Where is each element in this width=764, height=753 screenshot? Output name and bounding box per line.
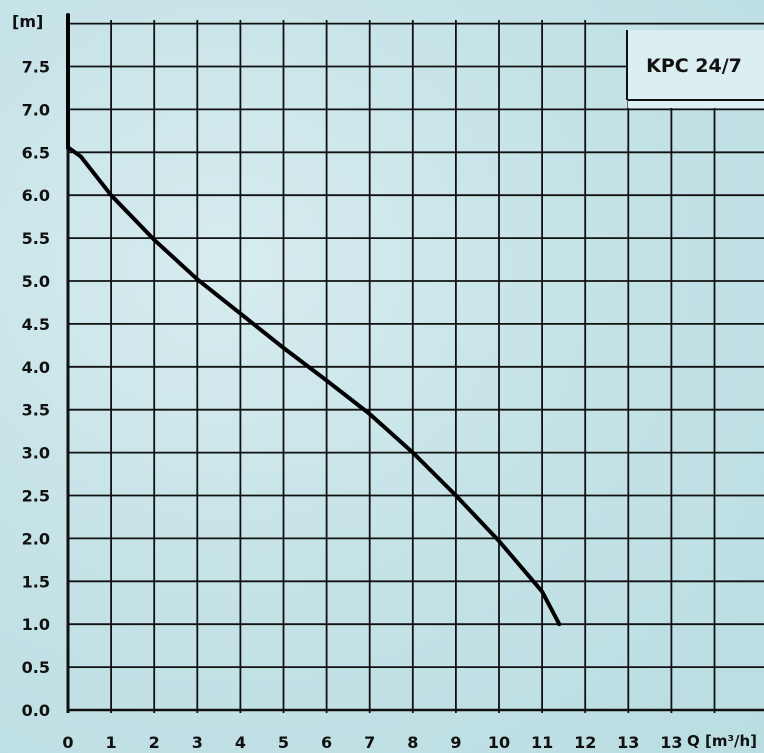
y-tick-label: 3.5: [22, 401, 50, 420]
x-tick-label: 13: [617, 733, 639, 752]
x-tick-label: 7: [364, 733, 375, 752]
x-tick-label: 1: [106, 733, 117, 752]
x-tick-label: 4: [235, 733, 246, 752]
chart-title: KPC 24/7: [646, 55, 742, 77]
x-axis-label: Q [m³/h]: [687, 732, 757, 750]
y-tick-label: 6.0: [22, 186, 50, 205]
y-tick-label: 7.5: [22, 58, 50, 77]
x-tick-label: 12: [574, 733, 596, 752]
y-tick-label: 2.0: [22, 529, 50, 548]
x-tick-label: 10: [488, 733, 510, 752]
x-tick-labels: 0 1 2 3 4 5 6 7 8 9 10 11 12 13 13: [62, 733, 682, 752]
y-tick-label: 4.0: [22, 358, 50, 377]
title-box-bg: [628, 30, 764, 108]
y-tick-label: 0.5: [22, 658, 50, 677]
y-tick-labels: 0.0 0.5 1.0 1.5 2.0 2.5 3.0 3.5 4.0 4.5 5.0 5.5 6.0 6…: [22, 58, 50, 721]
y-tick-label: 1.5: [22, 572, 50, 591]
y-tick-label: 6.5: [22, 143, 50, 162]
series-line: [66, 13, 562, 627]
y-tick-label: 2.5: [22, 487, 50, 506]
x-tick-label: 2: [149, 733, 160, 752]
x-tick-label: 11: [531, 733, 553, 752]
y-tick-label: 0.0: [22, 701, 50, 720]
y-tick-label: 5.0: [22, 272, 50, 291]
grid: [66, 20, 764, 713]
x-tick-label: 5: [278, 733, 289, 752]
y-tick-label: 4.5: [22, 315, 50, 334]
y-tick-label: 7.0: [22, 100, 50, 119]
series-group: [66, 13, 562, 627]
y-tick-label: 3.0: [22, 444, 50, 463]
x-tick-label: 8: [407, 733, 418, 752]
x-tick-label: 13: [660, 733, 682, 752]
y-tick-label: 5.5: [22, 229, 50, 248]
x-tick-label: 9: [450, 733, 461, 752]
x-tick-label: 3: [192, 733, 203, 752]
y-axis-label: [m]: [12, 12, 43, 31]
x-tick-label: 6: [321, 733, 332, 752]
x-tick-label: 0: [62, 733, 73, 752]
title-box: KPC 24/7: [626, 30, 764, 108]
y-tick-label: 1.0: [22, 615, 50, 634]
